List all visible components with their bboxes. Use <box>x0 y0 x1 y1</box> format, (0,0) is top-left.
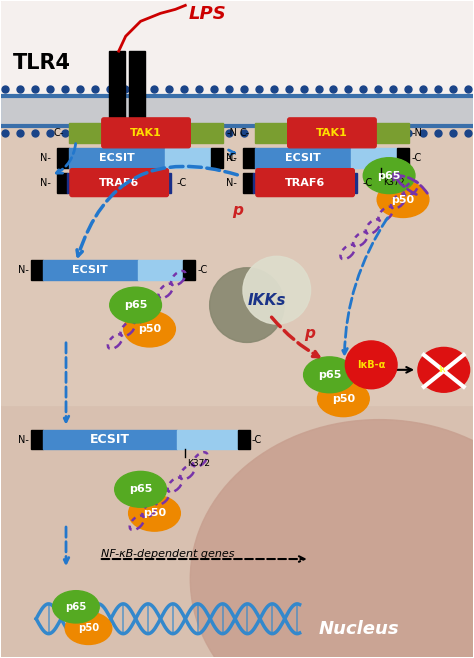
Text: NF-κB-dependent genes: NF-κB-dependent genes <box>101 549 234 559</box>
Bar <box>183 261 195 280</box>
Text: -C: -C <box>226 153 237 163</box>
Text: IKKs: IKKs <box>247 293 286 308</box>
Text: p50: p50 <box>392 195 415 205</box>
Text: p65: p65 <box>129 484 152 494</box>
Text: TRAF6: TRAF6 <box>99 178 139 188</box>
Text: C-: C- <box>240 128 250 138</box>
Bar <box>69 123 223 143</box>
Bar <box>397 148 409 168</box>
Text: p50: p50 <box>78 623 99 634</box>
Text: p: p <box>305 326 316 341</box>
Ellipse shape <box>304 357 356 393</box>
Text: p50: p50 <box>138 324 161 334</box>
Text: -C: -C <box>362 178 373 188</box>
Text: p65: p65 <box>318 370 341 380</box>
Ellipse shape <box>115 471 166 507</box>
Text: p65: p65 <box>377 170 401 181</box>
Ellipse shape <box>53 591 99 623</box>
Bar <box>1 96 473 126</box>
Bar <box>128 51 145 131</box>
Bar <box>253 172 357 193</box>
Text: N-: N- <box>40 153 51 163</box>
Text: -C: -C <box>252 434 262 445</box>
Ellipse shape <box>65 612 112 644</box>
Text: p65: p65 <box>124 300 147 310</box>
Bar <box>57 172 67 193</box>
Text: N-: N- <box>226 178 237 188</box>
Text: TAK1: TAK1 <box>316 128 347 138</box>
Bar <box>57 148 69 168</box>
Text: N-: N- <box>226 153 237 163</box>
Bar <box>255 148 351 168</box>
Text: K372: K372 <box>187 459 210 468</box>
Text: TAK1: TAK1 <box>130 128 162 138</box>
Text: ECSIT: ECSIT <box>90 433 130 446</box>
Bar <box>43 430 177 449</box>
FancyBboxPatch shape <box>70 168 168 197</box>
Bar <box>351 148 397 168</box>
Bar <box>211 148 223 168</box>
Text: -C: -C <box>176 178 187 188</box>
Ellipse shape <box>377 182 429 218</box>
Ellipse shape <box>418 347 470 392</box>
Ellipse shape <box>363 158 415 193</box>
Text: -N: -N <box>226 128 237 138</box>
Bar <box>255 123 409 143</box>
Text: ECSIT: ECSIT <box>72 265 108 275</box>
Bar <box>109 51 125 131</box>
Ellipse shape <box>128 495 180 531</box>
Bar <box>137 261 183 280</box>
Text: Nucleus: Nucleus <box>319 620 400 638</box>
Ellipse shape <box>124 311 175 347</box>
Text: p50: p50 <box>332 393 355 404</box>
Bar <box>1 96 473 405</box>
Text: N-: N- <box>18 265 29 275</box>
Bar <box>43 261 137 280</box>
Bar <box>177 430 238 449</box>
Ellipse shape <box>243 257 310 324</box>
Bar <box>1 1 473 96</box>
Ellipse shape <box>318 381 369 417</box>
Text: -C: -C <box>197 265 208 275</box>
Bar <box>243 172 253 193</box>
Text: TLR4: TLR4 <box>13 53 71 73</box>
Text: LPS: LPS <box>188 5 226 24</box>
Text: C-: C- <box>54 128 64 138</box>
Bar <box>243 148 255 168</box>
Ellipse shape <box>190 420 474 658</box>
Text: p: p <box>232 203 243 218</box>
Bar <box>31 261 43 280</box>
Text: K372: K372 <box>383 178 405 187</box>
Text: -N: -N <box>412 128 423 138</box>
Bar <box>165 148 211 168</box>
Text: -C: -C <box>412 153 422 163</box>
Text: N-: N- <box>40 178 51 188</box>
FancyBboxPatch shape <box>256 168 354 197</box>
Text: IкB-α: IкB-α <box>357 360 385 370</box>
Text: p50: p50 <box>143 508 166 519</box>
Text: ECSIT: ECSIT <box>285 153 320 163</box>
Ellipse shape <box>110 287 162 323</box>
Bar <box>31 430 43 449</box>
FancyBboxPatch shape <box>288 118 376 148</box>
Ellipse shape <box>346 341 397 389</box>
Text: Iк: Iк <box>438 365 446 374</box>
Ellipse shape <box>210 268 284 342</box>
Text: N-: N- <box>18 434 29 445</box>
Bar <box>69 148 165 168</box>
Text: ECSIT: ECSIT <box>99 153 135 163</box>
Bar <box>67 172 172 193</box>
Bar <box>238 430 250 449</box>
Text: TRAF6: TRAF6 <box>284 178 325 188</box>
FancyBboxPatch shape <box>102 118 190 148</box>
Text: p65: p65 <box>65 602 87 612</box>
